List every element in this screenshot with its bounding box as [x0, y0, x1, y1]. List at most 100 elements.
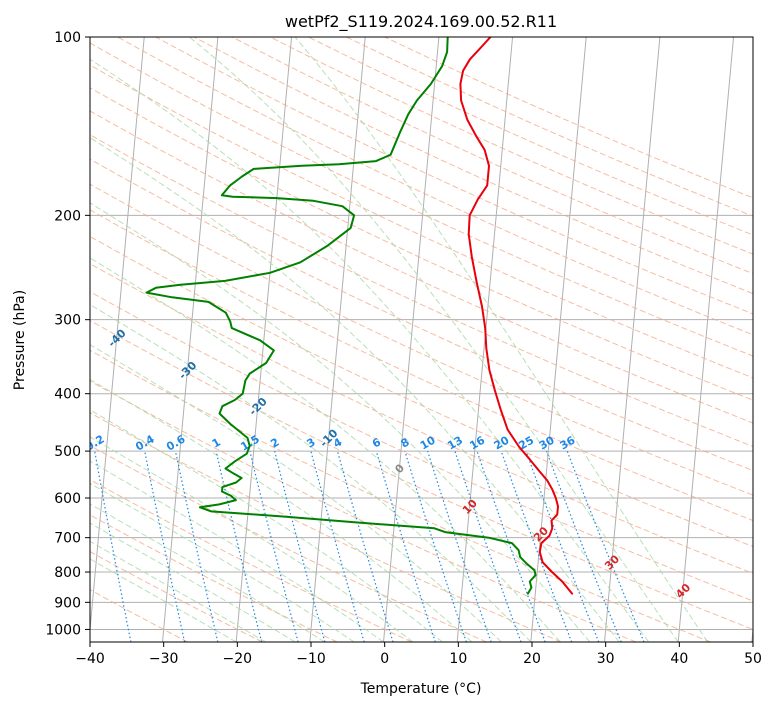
dry-adiabat-220 — [308, 37, 753, 236]
dry-adiabat--30 — [90, 589, 188, 642]
isotherm-label: -20 — [246, 395, 269, 418]
isotherm-40 — [677, 37, 735, 642]
dry-adiabat-0 — [90, 479, 413, 642]
y-tick-label: 500 — [54, 444, 81, 460]
x-tick-label: −40 — [75, 651, 105, 667]
y-tick-label: 900 — [54, 595, 81, 611]
y-axis-ticks: 100 200 300 400 500 600 700 800 900 1000 — [45, 30, 90, 638]
dry-adiabat-110 — [90, 158, 753, 472]
y-tick-label: 600 — [54, 491, 81, 507]
mixing-ratio-label: 0.4 — [133, 432, 157, 453]
moist-adiabat-4 — [90, 436, 414, 642]
dry-adiabat-180 — [155, 37, 753, 315]
y-tick-label: 1000 — [45, 622, 81, 638]
mixing-ratio-line-3 — [310, 450, 365, 642]
mixing-ratio-line-10 — [427, 450, 492, 642]
x-tick-label: −10 — [296, 651, 326, 667]
dry-adiabat-label: 40 — [673, 581, 693, 601]
mixing-ratio-line-16 — [476, 450, 546, 642]
dewpoint-profile-line — [145, 37, 537, 595]
moist-adiabat-40 — [188, 37, 679, 642]
dry-adiabat-30 — [90, 380, 637, 642]
moist-adiabat--4 — [90, 482, 355, 642]
dry-adiabat-10 — [90, 445, 487, 642]
mixing-ratio-line-1.5 — [249, 450, 299, 642]
mixing-ratio-line-0.2 — [94, 450, 132, 642]
dry-adiabat-150 — [90, 64, 753, 379]
isotherm-label: -40 — [105, 326, 128, 349]
dry-adiabat-200 — [231, 37, 753, 275]
dry-adiabat-50 — [90, 319, 753, 630]
x-tick-label: 20 — [523, 651, 541, 667]
dry-adiabat-label: 20 — [531, 524, 551, 544]
moist-adiabat-0 — [90, 460, 384, 642]
temperature-profile-line — [459, 37, 574, 595]
mixing-ratio-lines — [94, 450, 645, 642]
mixing-ratio-label: 30 — [537, 433, 557, 452]
moist-adiabat-20 — [90, 304, 532, 642]
x-tick-label: −30 — [149, 651, 179, 667]
dry-adiabat--20 — [90, 551, 263, 642]
moist-adiabat--20 — [90, 558, 237, 642]
mixing-ratio-line-13 — [454, 450, 522, 642]
dry-adiabat-240 — [384, 37, 753, 199]
y-axis-label: Pressure (hPa) — [12, 290, 28, 390]
moist-adiabat-12 — [90, 378, 473, 642]
isotherm--20 — [235, 37, 293, 642]
moist-adiabats — [90, 37, 709, 642]
dry-adiabat-20 — [90, 412, 562, 642]
mixing-ratio-line-2 — [274, 450, 326, 642]
y-tick-label: 700 — [54, 531, 81, 547]
moist-adiabat-8 — [90, 409, 443, 642]
mixing-ratio-line-8 — [404, 450, 467, 642]
mixing-ratio-line-25 — [525, 450, 600, 642]
y-tick-label: 200 — [54, 208, 81, 224]
moist-adiabat-28 — [90, 202, 591, 642]
dry-adiabat-100 — [90, 183, 753, 496]
moist-adiabat--16 — [90, 540, 266, 642]
moist-adiabat-44 — [294, 37, 709, 642]
x-tick-label: 10 — [449, 651, 467, 667]
plot-area: 0.10.20.40.611.52346810131620253036-100-… — [36, 37, 753, 642]
y-tick-label: 100 — [54, 30, 81, 46]
mixing-ratio-label: 6 — [370, 435, 383, 450]
dry-adiabat-170 — [117, 37, 753, 336]
dry-adiabat--10 — [90, 514, 338, 642]
mixing-ratio-line-1 — [215, 450, 263, 642]
dry-adiabat-40 — [90, 349, 711, 642]
mixing-ratio-label: 1 — [210, 436, 223, 451]
dry-adiabat-80 — [90, 235, 753, 548]
isotherm-label: -50 — [36, 283, 59, 306]
dry-adiabat-60 — [90, 291, 753, 602]
x-tick-label: 0 — [380, 651, 389, 667]
mixing-ratio-line-30 — [545, 450, 622, 642]
y-tick-label: 800 — [54, 565, 81, 581]
x-tick-label: 30 — [597, 651, 615, 667]
mixing-ratio-label: 16 — [467, 433, 487, 452]
isotherm--40 — [90, 37, 145, 635]
dry-adiabat-120 — [90, 134, 753, 448]
chart-title: wetPf2_S119.2024.169.00.52.R11 — [285, 12, 557, 32]
mixing-ratio-label: 1.5 — [238, 433, 261, 454]
isotherm-label: -30 — [176, 359, 199, 382]
mixing-ratio-line-6 — [375, 450, 436, 642]
x-axis-label: Temperature (°C) — [360, 681, 482, 697]
mixing-ratio-label: 10 — [418, 433, 438, 452]
isotherm-30 — [604, 37, 661, 642]
mixing-ratio-line-0.6 — [174, 450, 219, 642]
x-tick-label: 50 — [744, 651, 762, 667]
mixing-ratio-label: 8 — [399, 436, 412, 451]
mixing-ratio-line-36 — [566, 450, 645, 642]
moist-adiabat-36 — [90, 58, 650, 642]
mixing-ratio-label: 0.2 — [83, 433, 106, 454]
isotherm--30 — [162, 37, 219, 642]
x-tick-label: −20 — [223, 651, 253, 667]
moist-adiabat--12 — [90, 522, 296, 642]
isotherm-0 — [383, 37, 440, 642]
x-axis-ticks: −40 −30 −20 −10 0 10 20 30 40 50 — [75, 642, 762, 667]
x-tick-label: 40 — [670, 651, 688, 667]
mixing-ratio-line-4 — [336, 450, 394, 642]
y-tick-label: 300 — [54, 313, 81, 329]
y-tick-label: 400 — [54, 387, 81, 403]
profile-series — [145, 37, 574, 595]
